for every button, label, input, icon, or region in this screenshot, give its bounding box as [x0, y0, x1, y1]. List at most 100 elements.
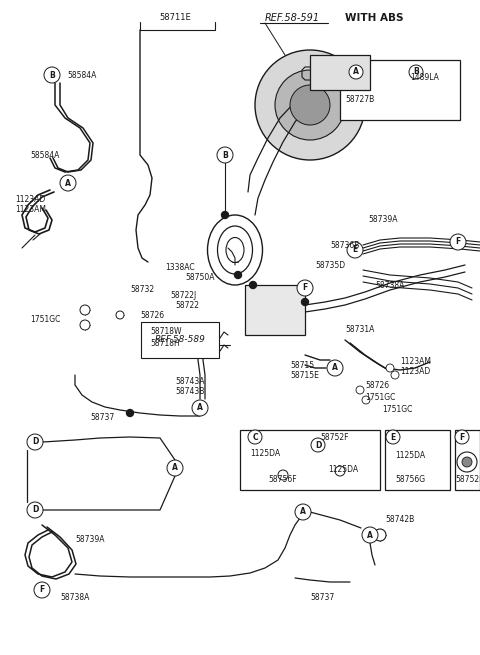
Text: D: D — [32, 506, 38, 514]
Circle shape — [171, 464, 179, 472]
Circle shape — [311, 438, 325, 452]
Circle shape — [362, 527, 378, 543]
Circle shape — [362, 396, 370, 404]
Text: A: A — [332, 364, 338, 373]
Text: 1489LA: 1489LA — [410, 73, 439, 83]
Text: 58718W: 58718W — [150, 328, 181, 337]
Circle shape — [235, 272, 241, 278]
Text: 1125DA: 1125DA — [328, 466, 358, 474]
Text: B: B — [222, 151, 228, 160]
Text: 1123AM: 1123AM — [400, 358, 431, 367]
Circle shape — [27, 434, 43, 450]
Text: 58722: 58722 — [175, 301, 199, 310]
Text: F: F — [39, 586, 45, 595]
Bar — [385, 430, 450, 490]
Text: 58715E: 58715E — [290, 371, 319, 379]
Text: REF.58-591: REF.58-591 — [265, 13, 320, 23]
Circle shape — [455, 430, 469, 444]
Bar — [340, 60, 460, 120]
Text: 58752F: 58752F — [455, 476, 480, 485]
Circle shape — [327, 360, 343, 376]
Circle shape — [450, 234, 466, 250]
Circle shape — [391, 371, 399, 379]
Text: 1751GC: 1751GC — [382, 405, 412, 415]
Circle shape — [192, 400, 208, 416]
Text: REF.58-589: REF.58-589 — [155, 335, 206, 345]
Text: 58584A: 58584A — [30, 151, 60, 160]
Circle shape — [64, 179, 72, 187]
Text: 58739A: 58739A — [75, 536, 105, 544]
Circle shape — [167, 460, 183, 476]
Text: 58732: 58732 — [130, 286, 154, 295]
Circle shape — [34, 582, 50, 598]
Circle shape — [27, 502, 43, 518]
Text: 1123AD: 1123AD — [15, 195, 45, 204]
Circle shape — [300, 508, 307, 515]
Circle shape — [409, 65, 423, 79]
Text: 58743A: 58743A — [175, 377, 204, 386]
Text: A: A — [353, 67, 359, 77]
Text: A: A — [172, 464, 178, 472]
Text: 58731A: 58731A — [345, 326, 374, 335]
Circle shape — [386, 430, 400, 444]
Circle shape — [44, 67, 60, 83]
Text: 58752F: 58752F — [320, 432, 348, 441]
Text: 58711E: 58711E — [159, 14, 191, 22]
Text: F: F — [302, 284, 308, 293]
Circle shape — [386, 364, 394, 372]
Bar — [310, 55, 370, 90]
Circle shape — [347, 242, 363, 258]
Circle shape — [349, 65, 363, 79]
Circle shape — [221, 212, 228, 219]
Text: B: B — [413, 67, 419, 77]
Circle shape — [250, 282, 256, 288]
Text: 1125DA: 1125DA — [395, 451, 425, 460]
Text: D: D — [315, 441, 321, 449]
Circle shape — [127, 409, 133, 417]
Text: D: D — [32, 438, 38, 447]
Text: E: E — [390, 432, 396, 441]
Text: F: F — [459, 432, 465, 441]
Text: A: A — [367, 531, 373, 540]
Text: 58738A: 58738A — [60, 593, 89, 603]
Text: 58742B: 58742B — [385, 515, 414, 525]
Circle shape — [116, 311, 124, 319]
Circle shape — [60, 175, 76, 191]
Text: 58718H: 58718H — [150, 339, 180, 348]
Text: 1123AM: 1123AM — [15, 206, 46, 214]
Text: 58737: 58737 — [90, 413, 114, 422]
Circle shape — [80, 305, 90, 315]
Circle shape — [217, 147, 233, 163]
Circle shape — [374, 529, 386, 541]
Circle shape — [367, 531, 373, 538]
Text: A: A — [300, 508, 306, 517]
Text: 58726: 58726 — [140, 310, 164, 320]
Text: 1123AD: 1123AD — [400, 367, 430, 377]
Circle shape — [297, 280, 313, 296]
Text: F: F — [456, 238, 461, 246]
Circle shape — [196, 405, 204, 411]
Circle shape — [290, 85, 330, 125]
Bar — [455, 430, 480, 490]
Text: 58735D: 58735D — [315, 261, 345, 269]
Text: 58727B: 58727B — [345, 96, 374, 105]
Text: 58750A: 58750A — [185, 274, 215, 282]
Circle shape — [255, 50, 365, 160]
Text: 1751GC: 1751GC — [365, 394, 396, 403]
Circle shape — [356, 386, 364, 394]
Text: C: C — [252, 432, 258, 441]
Text: 58736B: 58736B — [330, 240, 360, 250]
Bar — [240, 430, 380, 490]
Text: E: E — [352, 246, 358, 255]
Text: A: A — [65, 179, 71, 187]
Text: 1751GC: 1751GC — [30, 316, 60, 324]
Text: 58584A: 58584A — [67, 71, 96, 79]
Text: B: B — [49, 71, 55, 79]
Circle shape — [275, 70, 345, 140]
Circle shape — [462, 457, 472, 467]
Circle shape — [80, 320, 90, 330]
Circle shape — [301, 299, 309, 305]
Circle shape — [295, 504, 311, 520]
Circle shape — [248, 430, 262, 444]
Text: 1125DA: 1125DA — [250, 449, 280, 457]
